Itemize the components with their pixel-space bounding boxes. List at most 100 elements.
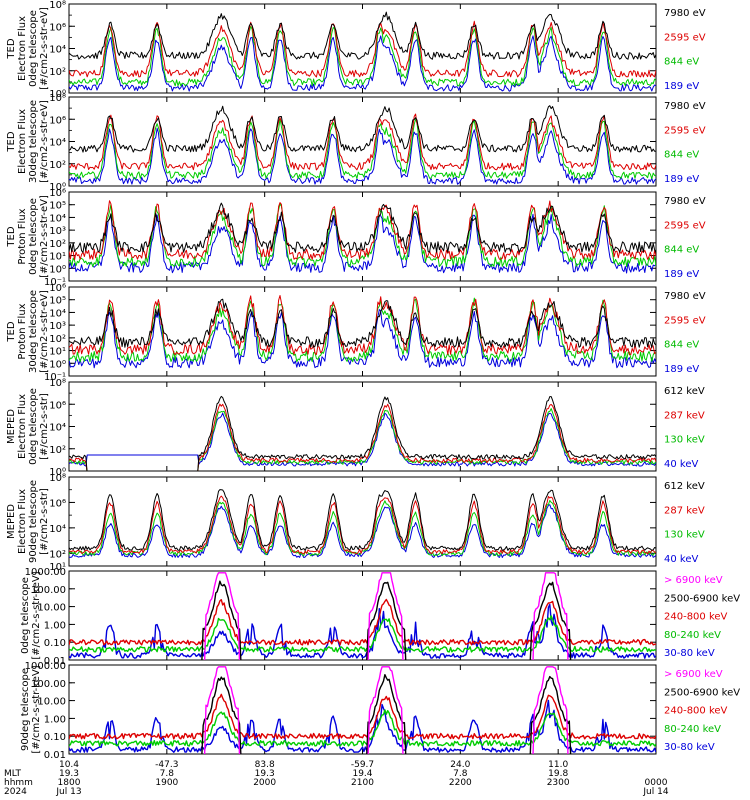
y-tick-label: 10⁸ xyxy=(49,0,66,11)
panel-1: 10⁰ 10² 10⁴ 10⁶ 10⁸ TED Electron Flux 0deg tele… xyxy=(6,0,706,100)
time-axis-row-label: hhmm xyxy=(4,778,33,788)
series-line-30-80-keV xyxy=(69,699,656,753)
series-line-80-240-keV xyxy=(69,615,656,653)
y-axis-label-line: [#/cm2-s-str] xyxy=(39,393,50,460)
series-line-30-80-keV xyxy=(69,603,656,659)
y-axis-label-line: [#/cm2-s-str-keV] xyxy=(31,571,42,659)
y-tick-label: 10⁵ xyxy=(49,201,66,212)
series-line-6900-keV xyxy=(203,666,569,754)
legend-entry: 189 eV xyxy=(664,269,699,280)
time-axis-tick-value: 2100 xyxy=(351,778,374,788)
y-tick-label: 10.00 xyxy=(37,603,66,614)
time-axis-tick-value: Jul 13 xyxy=(55,787,81,797)
y-axis-label-line: 90deg telescope xyxy=(28,480,39,563)
panel-frame xyxy=(68,286,657,377)
legend-entry: 189 eV xyxy=(664,81,699,92)
y-tick-label: 10.00 xyxy=(37,697,66,708)
time-axis-tick-value: 19.3 xyxy=(59,769,79,779)
series-group xyxy=(69,105,656,185)
legend-entry: 30-80 keV xyxy=(664,742,715,753)
y-tick-label: 1000.00 xyxy=(25,661,66,672)
legend-entry: 130 keV xyxy=(664,530,705,541)
y-tick-label: 10¹ xyxy=(49,252,66,263)
time-axis-tick-value: 83.8 xyxy=(255,760,275,770)
legend-entry: 2500-6900 keV xyxy=(664,687,740,698)
series-line-189-eV xyxy=(69,309,656,369)
legend-entry: 7980 eV xyxy=(664,291,706,302)
y-tick-label: 1.00 xyxy=(44,620,66,631)
time-axis-tick-value: 10.4 xyxy=(59,760,79,770)
y-tick-label: 10⁴ xyxy=(49,524,66,535)
time-axis-tick-value: 19.3 xyxy=(255,769,275,779)
y-axis-label-line: 90deg telescope xyxy=(20,668,31,751)
series-line-2595-eV xyxy=(69,20,656,78)
panel-frame xyxy=(68,3,657,94)
series-line-240-800-keV xyxy=(69,693,656,740)
legend-entry: 7980 eV xyxy=(664,196,706,207)
y-tick-label: 10⁻¹ xyxy=(44,372,66,383)
y-tick-label: 10⁰ xyxy=(49,89,66,100)
y-tick-label: 10² xyxy=(49,334,66,345)
y-axis-label: MEPED Electron Flux 0deg telescope [#/cm2-s… xyxy=(6,388,50,465)
y-axis-label-line: [#/cm2-s-str-eV] xyxy=(39,290,50,373)
series-line-7980-eV xyxy=(69,11,656,60)
legend-entry: 844 eV xyxy=(664,57,699,68)
y-tick-label: 10² xyxy=(49,67,66,78)
y-tick-label: 10¹ xyxy=(49,347,66,358)
series-line-612-keV xyxy=(69,489,656,551)
legend-entry: 40 keV xyxy=(664,459,698,470)
y-axis-label: 0deg telescope [#/cm2-s-str-keV] xyxy=(20,571,42,659)
time-axis-tick-value: 0000 xyxy=(645,778,668,788)
y-tick-label: 1000.00 xyxy=(25,567,66,578)
y-axis-label: MEPED Electron Flux 90deg telescope [#/cm2-… xyxy=(6,480,50,563)
legend-entry: 40 keV xyxy=(664,554,698,565)
series-line-7980-eV xyxy=(69,298,656,348)
y-tick-label: 10⁵ xyxy=(49,296,66,307)
series-line-844-eV xyxy=(69,118,656,180)
series-line-612-keV xyxy=(69,395,656,471)
time-axis-tick-value: 2300 xyxy=(547,778,570,788)
y-tick-label: 10⁶ xyxy=(49,22,66,33)
y-tick-label: 100.00 xyxy=(31,679,66,690)
y-axis-label-line: TED xyxy=(6,38,17,59)
series-group xyxy=(69,666,656,754)
y-axis-label-line: 0deg telescope xyxy=(28,10,39,87)
legend-entry: 189 eV xyxy=(664,364,699,375)
series-group xyxy=(69,489,656,558)
y-tick-label: 1.00 xyxy=(44,714,66,725)
legend-entry: 844 eV xyxy=(664,150,699,161)
legend-entry: 2595 eV xyxy=(664,220,706,231)
series-line-189-eV xyxy=(69,213,656,274)
y-axis-label-line: TED xyxy=(6,131,17,152)
y-axis-label-line: 0deg telescope xyxy=(28,198,39,275)
y-tick-label: 0.10 xyxy=(44,732,66,743)
series-line-2595-eV xyxy=(69,200,656,261)
legend-entry: 2595 eV xyxy=(664,315,706,326)
y-axis-label-line: Electron Flux xyxy=(17,16,28,81)
y-axis-label-line: [#/cm2-s-str] xyxy=(39,488,50,555)
y-axis-label: TED Proton Flux 30deg telescope [#/cm2-s-st… xyxy=(6,290,50,373)
y-tick-label: 0.01 xyxy=(44,656,66,667)
panel-frame xyxy=(68,476,657,567)
series-line-240-800-keV xyxy=(69,598,656,646)
y-tick-label: 10⁴ xyxy=(49,45,66,56)
series-line-2500-6900-keV xyxy=(201,674,572,754)
y-axis-label-line: Electron Flux xyxy=(17,394,28,459)
series-line-40-keV xyxy=(69,412,656,467)
series-line-7980-eV xyxy=(69,105,656,153)
series-group xyxy=(69,11,656,92)
y-tick-label: 10⁰ xyxy=(49,467,66,478)
legend-entry: 612 keV xyxy=(664,481,705,492)
legend-entry: 2595 eV xyxy=(664,125,706,136)
series-line-7980-eV xyxy=(69,202,656,253)
y-tick-label: 10⁶ xyxy=(49,498,66,509)
y-tick-label: 10³ xyxy=(49,321,66,332)
y-tick-label: 10² xyxy=(49,239,66,250)
legend-entry: 30-80 keV xyxy=(664,648,715,659)
y-axis-label-line: Proton Flux xyxy=(17,303,28,359)
